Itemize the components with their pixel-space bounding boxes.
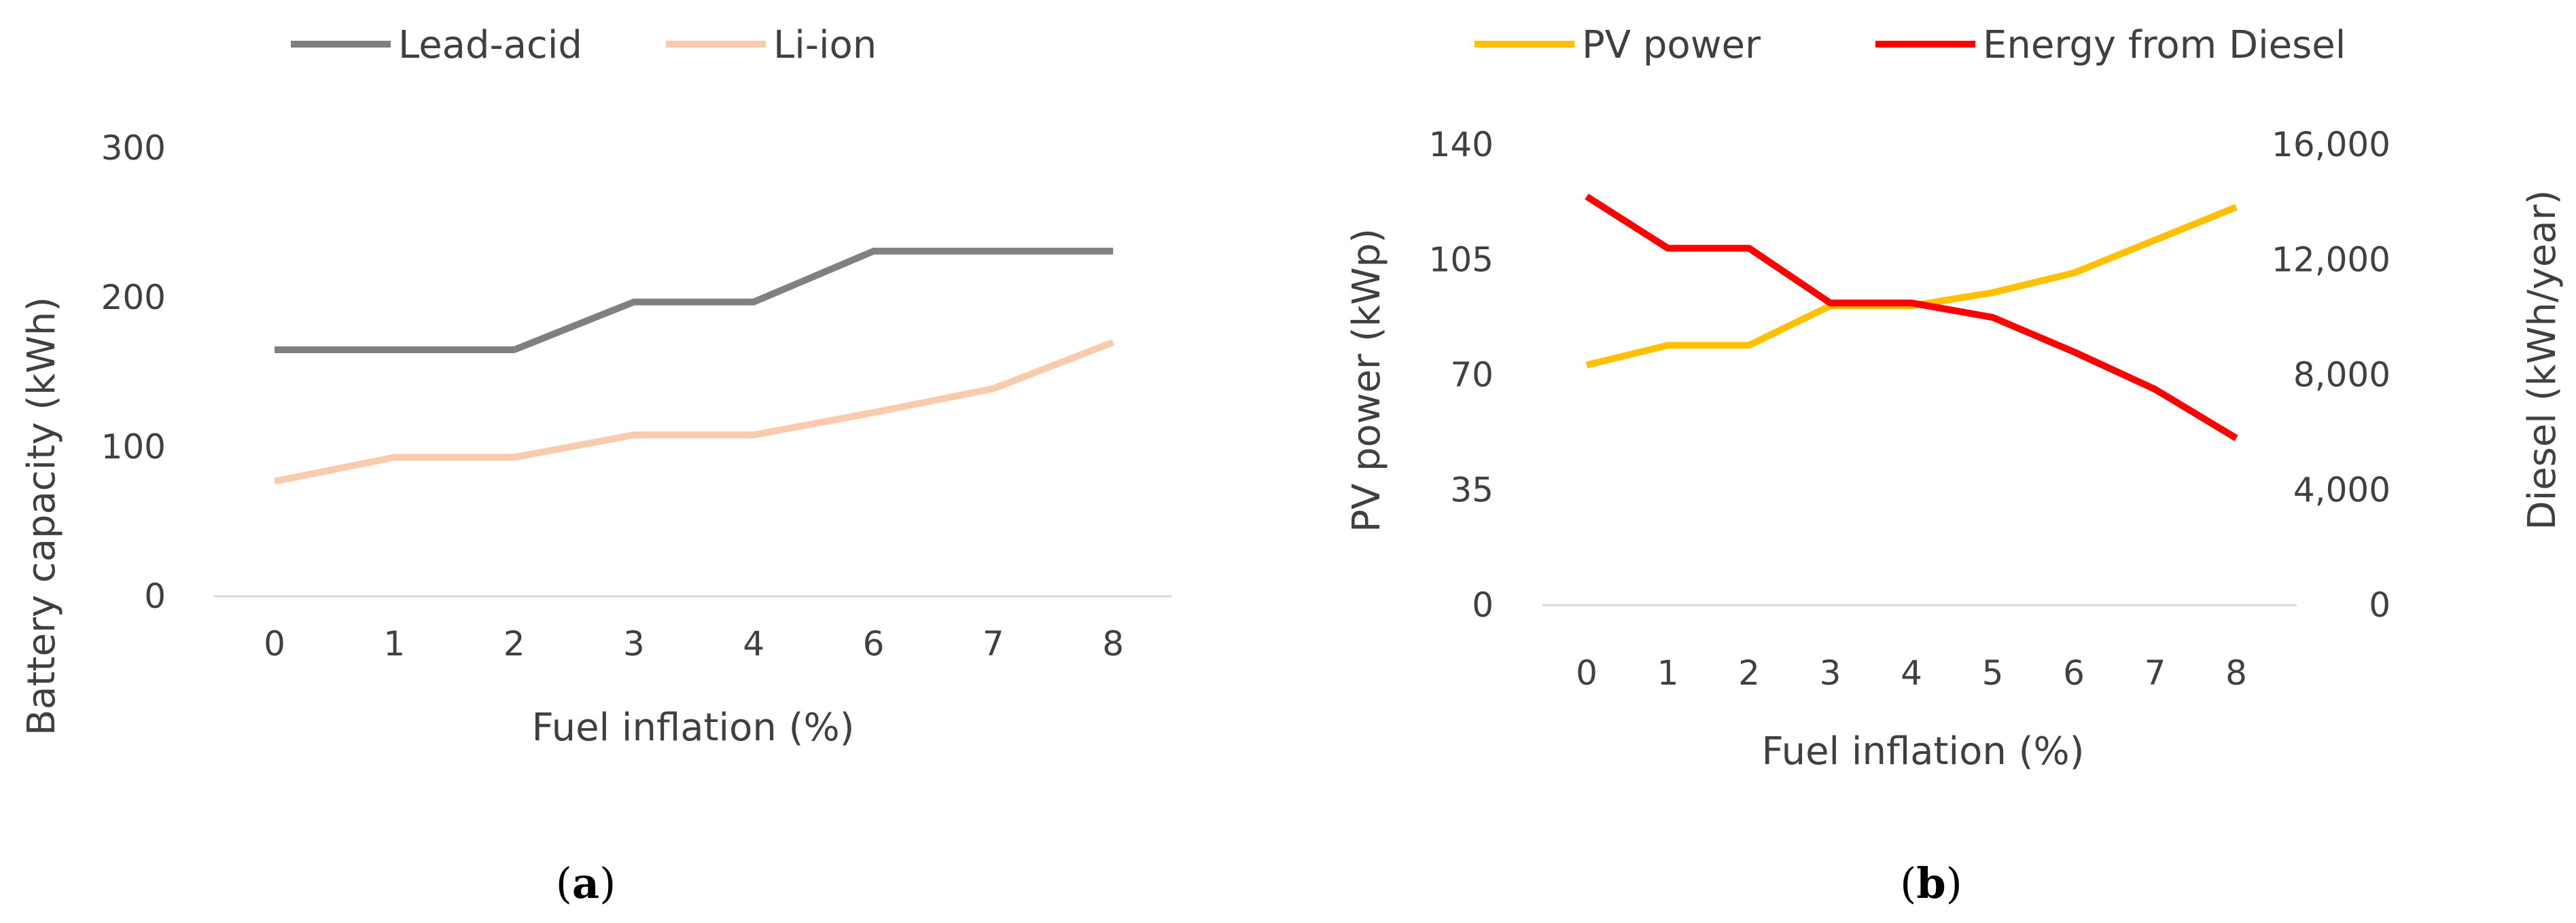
legend-label-energy-from-diesel: Energy from Diesel — [1983, 23, 2346, 67]
panel-label-a: (a) — [556, 858, 616, 908]
series-lines-b — [1585, 194, 2238, 441]
y-right-tick-label: 16,000 — [2272, 125, 2390, 164]
x-tick-label: 7 — [983, 624, 1004, 664]
legend-label-li-ion: Li-ion — [773, 23, 877, 67]
y-axis-title-a: Battery capacity (kWh) — [20, 297, 64, 736]
series-line-pv-power — [1585, 204, 2238, 369]
y-tick-label: 0 — [1472, 585, 1494, 625]
x-axis-title-b: Fuel inflation (%) — [1761, 729, 2084, 774]
series-lines-a — [274, 247, 1114, 485]
series-line-energy-from-diesel — [1585, 194, 2238, 441]
panel-label-b: (b) — [1900, 858, 1962, 908]
y-tick-label: 35 — [1450, 471, 1494, 510]
x-tick-label: 1 — [383, 624, 405, 664]
x-tick-label: 0 — [264, 624, 285, 664]
legend-a: Lead-acid Li-ion — [291, 23, 877, 67]
y-right-tick-label: 4,000 — [2293, 471, 2390, 510]
y-tick-label: 70 — [1450, 355, 1494, 395]
y-tick-label: 105 — [1429, 240, 1494, 280]
x-tick-label: 2 — [1738, 653, 1760, 693]
y-right-tick-label: 0 — [2369, 585, 2390, 625]
x-tick-label: 8 — [1102, 624, 1124, 664]
x-tick-label: 6 — [2063, 653, 2085, 693]
x-tick-label: 3 — [623, 624, 645, 664]
legend-label-pv-power: PV power — [1582, 23, 1761, 67]
y-tick-label: 200 — [101, 278, 166, 317]
series-line-li-ion — [274, 339, 1114, 485]
x-axis-title-a: Fuel inflation (%) — [531, 706, 854, 750]
legend-b: PV power Energy from Diesel — [1475, 23, 2346, 67]
chart-a: Lead-acid Li-ion 0 100 200 300 0 1 2 3 4 6 7 8 Bat… — [20, 23, 1172, 750]
x-tick-labels-a: 0 1 2 3 4 6 7 8 — [264, 624, 1124, 664]
x-tick-label: 2 — [504, 624, 525, 664]
x-tick-label: 1 — [1657, 653, 1679, 693]
y-right-tick-label: 12,000 — [2272, 240, 2390, 280]
x-tick-label: 4 — [743, 624, 764, 664]
y-tick-labels-b: 0 35 70 105 140 — [1429, 125, 1494, 625]
y-tick-label: 100 — [101, 427, 166, 467]
y-tick-label: 0 — [144, 577, 166, 616]
y-right-tick-label: 8,000 — [2293, 355, 2390, 395]
x-tick-label: 3 — [1820, 653, 1841, 693]
y-axis-title-right-b: Diesel (kWh/year) — [2520, 190, 2564, 530]
y-tick-labels-a: 0 100 200 300 — [101, 128, 166, 616]
y-tick-label: 300 — [101, 128, 166, 168]
x-tick-label: 6 — [863, 624, 885, 664]
x-tick-label: 0 — [1576, 653, 1598, 693]
x-tick-labels-b: 0 1 2 3 4 5 6 7 8 — [1576, 653, 2247, 693]
y-tick-label: 140 — [1429, 125, 1494, 164]
series-line-lead-acid — [275, 247, 1114, 353]
y-axis-title-b: PV power (kWp) — [1345, 228, 1389, 532]
chart-b: PV power Energy from Diesel 03570105140 … — [1345, 23, 2564, 774]
x-tick-label: 8 — [2225, 653, 2247, 693]
x-tick-label: 4 — [1901, 653, 1922, 693]
legend-label-lead-acid: Lead-acid — [398, 23, 582, 67]
y-right-tick-labels-b: 0 4,000 8,000 12,000 16,000 — [2272, 125, 2390, 625]
x-tick-label: 7 — [2145, 653, 2166, 693]
x-tick-label: 5 — [1982, 653, 2004, 693]
